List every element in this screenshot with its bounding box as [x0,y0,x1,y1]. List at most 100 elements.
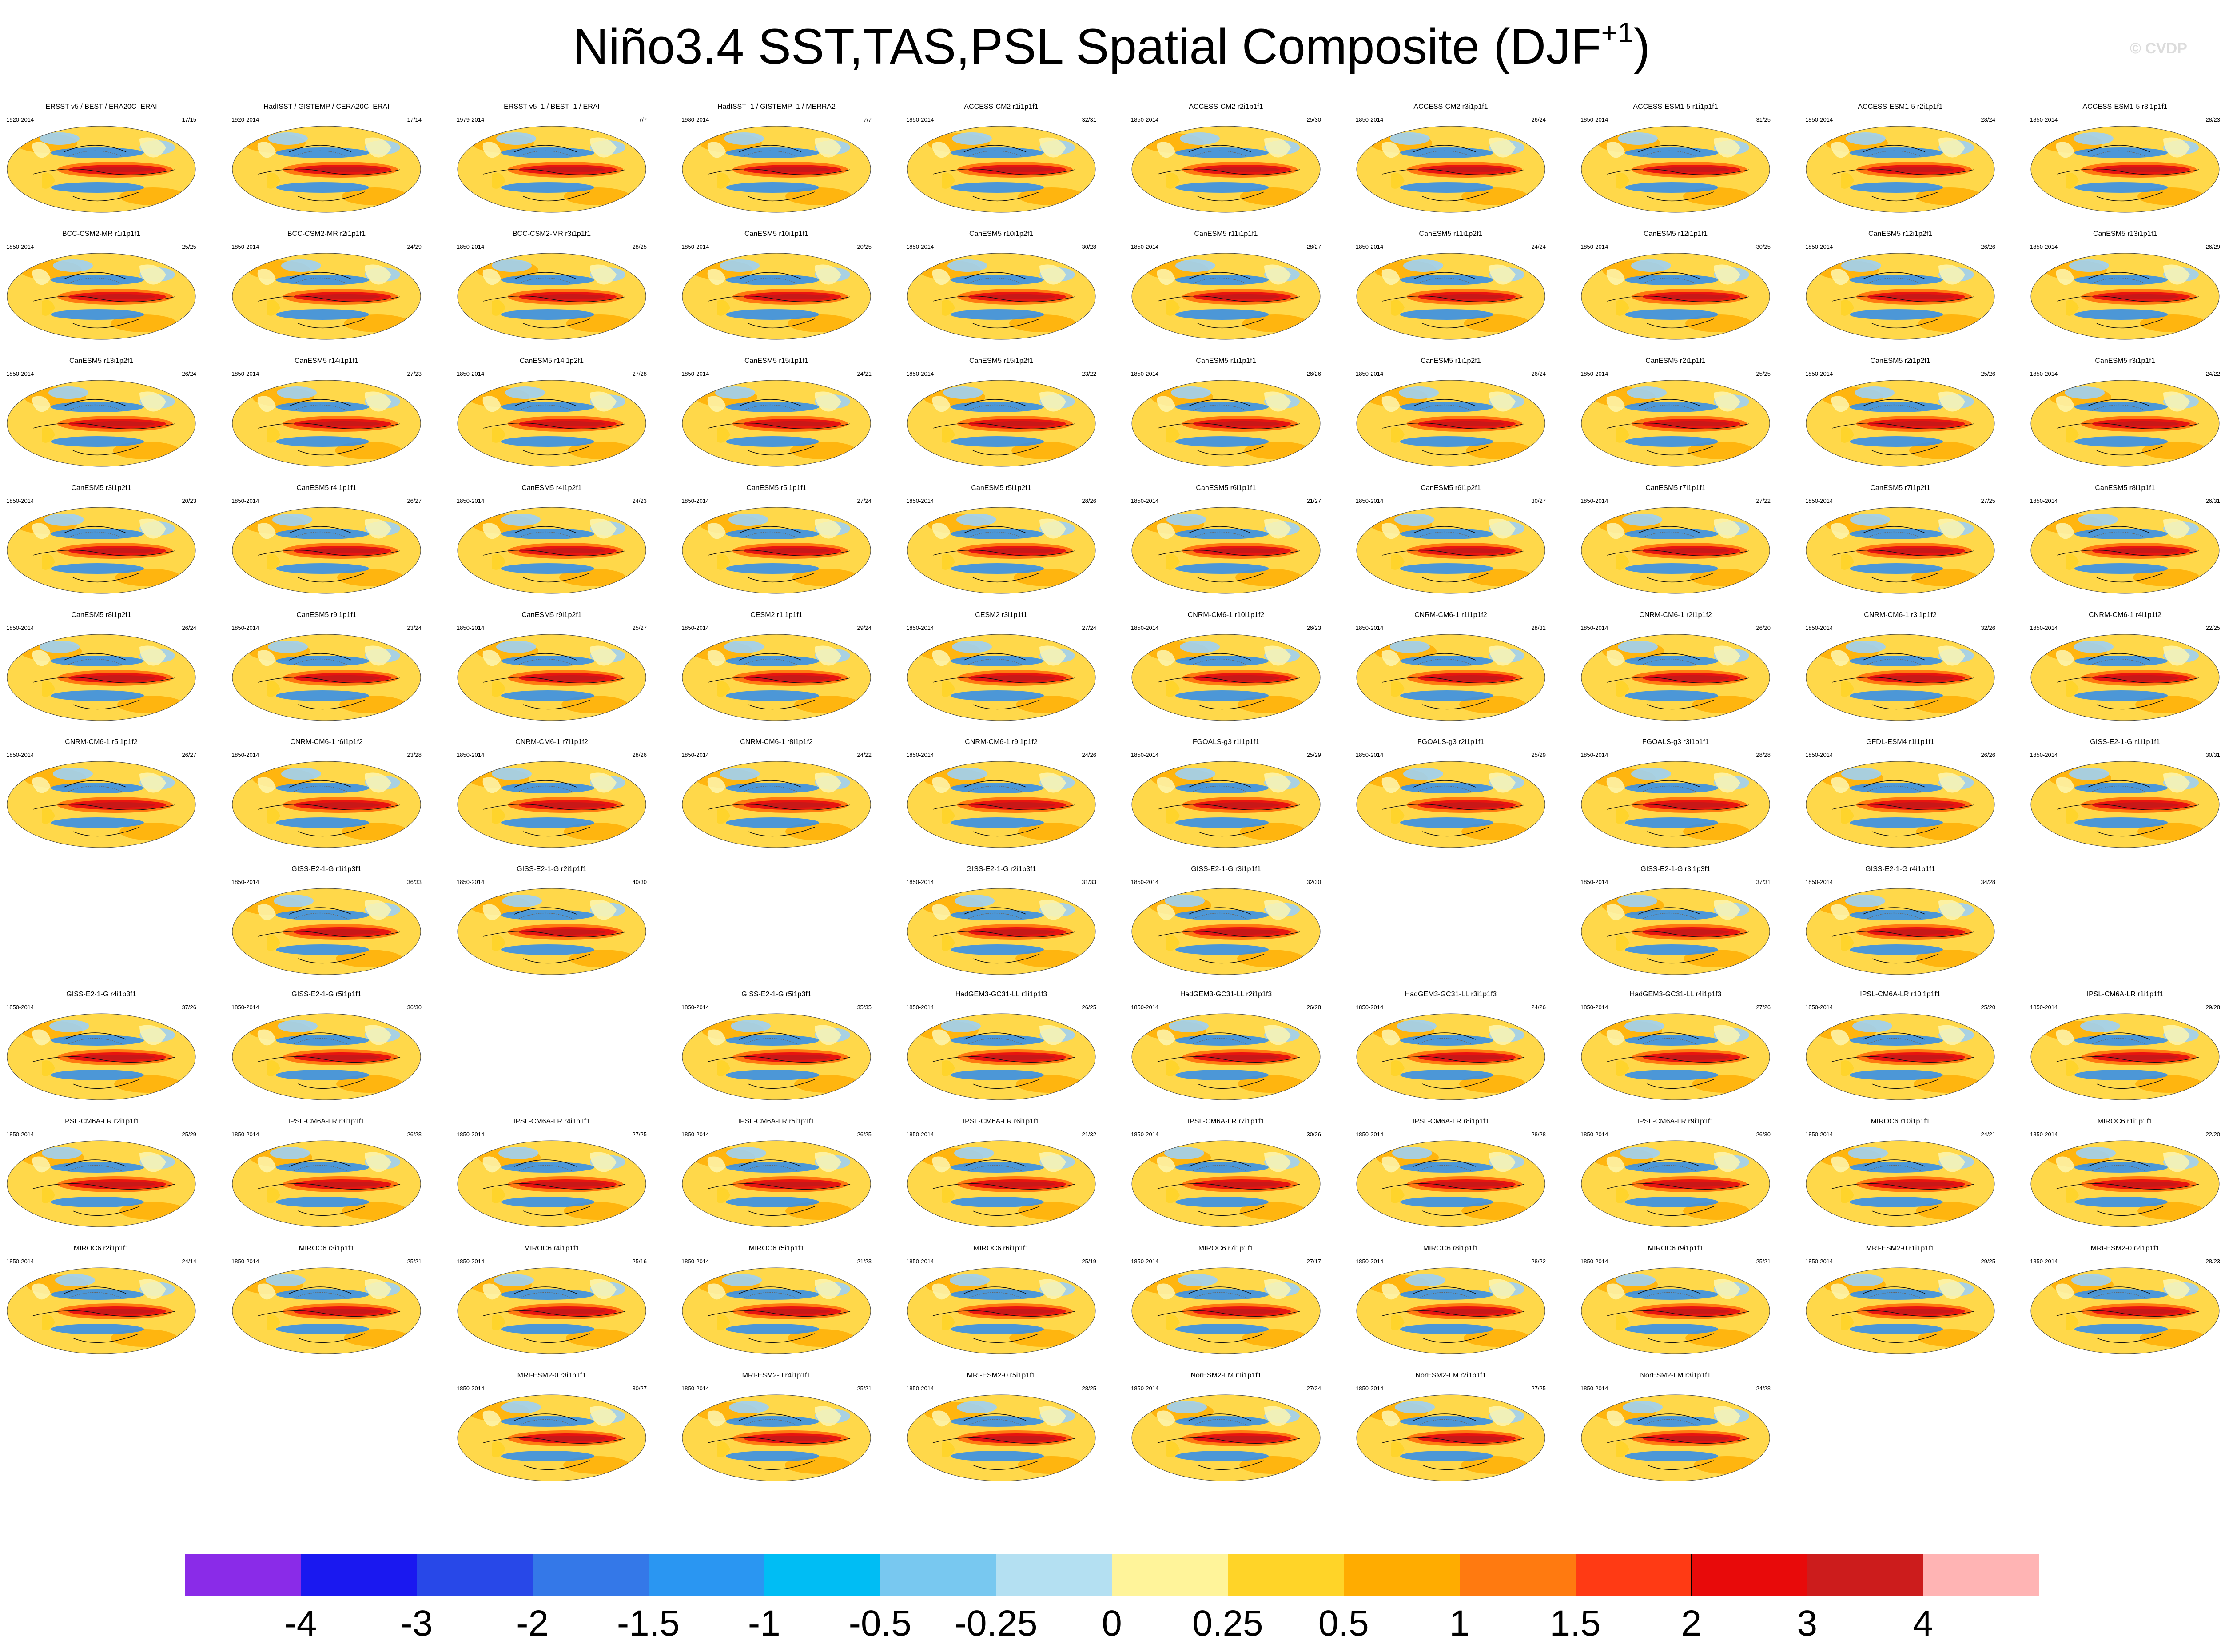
panel-years: 1850-2014 [1356,1385,1384,1392]
map-panel: CanESM5 r11i1p2f1 1850-2014 24/24 [1353,230,1548,342]
panel-map [457,634,646,721]
map-panel: GISS-E2-1-G r3i1p1f1 1850-2014 32/30 [1128,865,1324,977]
panel-map [907,888,1096,975]
panel-years: 1850-2014 [906,1258,934,1265]
panel-years: 1850-2014 [457,498,485,504]
panel-title: HadGEM3-GC31-LL r4i1p1f3 [1629,991,1722,998]
panel-title: MIROC6 r3i1p1f1 [299,1245,354,1252]
panel-years: 1850-2014 [906,498,934,504]
panel-count: 32/26 [1981,625,1995,631]
panel-title: CanESM5 r6i1p1f1 [1196,484,1256,492]
panel-count: 26/20 [1756,625,1771,631]
panel-count: 27/24 [1082,625,1096,631]
map-panel: CanESM5 r13i1p1f1 1850-2014 26/29 [2027,230,2221,342]
panel-count: 25/21 [1756,1258,1771,1265]
map-panel: CanESM5 r1i1p2f1 1850-2014 26/24 [1353,357,1548,469]
panel-count: 25/25 [182,243,196,250]
panel-years: 1850-2014 [1131,1258,1159,1265]
panel-count: 40/30 [632,879,647,885]
panel-years: 1850-2014 [231,1004,259,1011]
panel-map [2030,634,2220,721]
panel-title: ACCESS-CM2 r3i1p1f1 [1413,103,1488,111]
colorbar-box [880,1554,997,1596]
panel-years: 1850-2014 [457,1258,485,1265]
panel-years: 1850-2014 [457,243,485,250]
panel-years: 1850-2014 [1805,879,1833,885]
colorbar-tick-label: 0 [1102,1603,1122,1644]
map-panel: CanESM5 r7i1p1f1 1850-2014 27/22 [1578,484,1773,596]
panel-count: 27/26 [1756,1004,1771,1011]
panel-map [907,1140,1096,1227]
panel-years: 1850-2014 [1131,752,1159,758]
panel-map [682,634,871,721]
panel-map [457,126,646,213]
figure-title: Niño3.4 SST,TAS,PSL Spatial Composite (D… [0,16,2221,75]
colorbar-box [1112,1554,1228,1596]
panel-map [2030,1267,2220,1354]
panel-years: 1850-2014 [1131,1004,1159,1011]
colorbar-box [1459,1554,1576,1596]
map-panel: IPSL-CM6A-LR r7i1p1f1 1850-2014 30/26 [1128,1118,1324,1230]
map-panel: MIROC6 r2i1p1f1 1850-2014 24/14 [4,1245,199,1357]
panel-count: 28/25 [632,243,647,250]
map-panel: GISS-E2-1-G r4i1p1f1 1850-2014 34/28 [1803,865,1998,977]
colorbar-box [1343,1554,1460,1596]
panel-map [1581,1140,1770,1227]
panel-title: CanESM5 r8i1p2f1 [71,611,131,619]
panel-years: 1850-2014 [681,1131,709,1138]
map-panel: MIROC6 r1i1p1f1 1850-2014 22/20 [2027,1118,2221,1230]
panel-map [2030,253,2220,340]
panel-map [1806,888,1995,975]
panel-years: 1850-2014 [1131,1385,1159,1392]
panel-years: 1850-2014 [457,752,485,758]
panel-title: MIROC6 r10i1p1f1 [1871,1118,1930,1125]
panel-years: 1850-2014 [6,498,34,504]
panel-years: 1850-2014 [231,498,259,504]
map-panel: ACCESS-CM2 r3i1p1f1 1850-2014 26/24 [1353,103,1548,215]
panel-count: 17/15 [182,116,196,123]
panel-map [682,1267,871,1354]
panel-title: IPSL-CM6A-LR r1i1p1f1 [2086,991,2164,998]
panel-map [907,380,1096,467]
panel-count: 34/28 [1981,879,1995,885]
panel-count: 24/26 [1082,752,1096,758]
panel-map [457,1267,646,1354]
map-panel: CanESM5 r15i1p1f1 1850-2014 24/21 [679,357,874,469]
panel-count: 24/29 [407,243,422,250]
panel-years: 1850-2014 [2030,1258,2058,1265]
colorbar-tick-label: -2 [516,1603,549,1644]
colorbar-box [300,1554,417,1596]
map-panel: GISS-E2-1-G r4i1p3f1 1850-2014 37/26 [4,991,199,1103]
panel-map [1356,1394,1545,1481]
map-panel: IPSL-CM6A-LR r2i1p1f1 1850-2014 25/29 [4,1118,199,1230]
panel-map [1806,126,1995,213]
panel-title: GFDL-ESM4 r1i1p1f1 [1866,738,1934,746]
panel-title: NorESM2-LM r3i1p1f1 [1640,1372,1711,1379]
panel-title: GISS-E2-1-G r2i1p3f1 [966,865,1036,873]
panel-title: CNRM-CM6-1 r5i1p1f2 [65,738,138,746]
panel-title: CanESM5 r14i1p2f1 [519,357,584,365]
panel-count: 28/28 [1531,1131,1546,1138]
panel-map [1356,253,1545,340]
panel-years: 1850-2014 [2030,1131,2058,1138]
map-panel: CanESM5 r14i1p1f1 1850-2014 27/23 [229,357,424,469]
panel-count: 28/27 [1306,243,1321,250]
map-panel: FGOALS-g3 r1i1p1f1 1850-2014 25/29 [1128,738,1324,850]
panel-count: 30/25 [1756,243,1771,250]
map-panel: CanESM5 r3i1p2f1 1850-2014 20/23 [4,484,199,596]
map-panel: ERSST v5 / BEST / ERA20C_ERAI 1920-2014 17… [4,103,199,215]
panel-map [907,253,1096,340]
panel-years: 1850-2014 [6,752,34,758]
map-panel: IPSL-CM6A-LR r8i1p1f1 1850-2014 28/28 [1353,1118,1548,1230]
map-panel: IPSL-CM6A-LR r3i1p1f1 1850-2014 26/28 [229,1118,424,1230]
map-panel: MIROC6 r6i1p1f1 1850-2014 25/19 [904,1245,1099,1357]
panel-map [232,380,421,467]
map-panel: NorESM2-LM r3i1p1f1 1850-2014 24/28 [1578,1372,1773,1484]
panel-count: 28/22 [1531,1258,1546,1265]
panel-count: 24/22 [2205,370,2220,377]
panel-title: CNRM-CM6-1 r3i1p1f2 [1864,611,1937,619]
panel-count: 24/26 [1531,1004,1546,1011]
panel-years: 1980-2014 [681,116,709,123]
panel-map [682,761,871,848]
map-panel: CanESM5 r10i1p2f1 1850-2014 30/28 [904,230,1099,342]
